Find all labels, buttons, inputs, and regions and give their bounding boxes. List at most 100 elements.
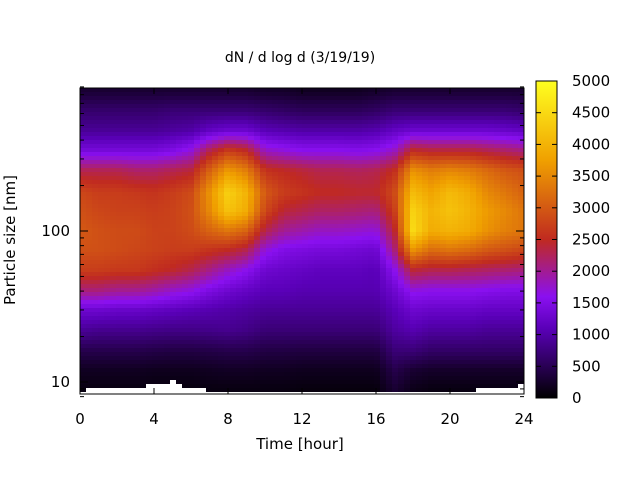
- heatmap-cell: [392, 180, 399, 185]
- heatmap-cell: [308, 172, 315, 177]
- heatmap-cell: [236, 356, 243, 361]
- heatmap-cell: [356, 220, 363, 225]
- heatmap-cell: [392, 248, 399, 253]
- heatmap-cell: [182, 384, 189, 389]
- heatmap-cell: [200, 196, 207, 201]
- heatmap-cell: [254, 216, 261, 221]
- heatmap-cell: [158, 272, 165, 277]
- heatmap-cell: [290, 292, 297, 297]
- heatmap-cell: [116, 308, 123, 313]
- heatmap-cell: [398, 192, 405, 197]
- heatmap-cell: [398, 144, 405, 149]
- heatmap-cell: [410, 220, 417, 225]
- heatmap-cell: [296, 304, 303, 309]
- heatmap-cell: [398, 244, 405, 249]
- heatmap-cell: [194, 92, 201, 97]
- heatmap-cell: [248, 352, 255, 357]
- heatmap-cell: [128, 184, 135, 189]
- heatmap-cell: [308, 240, 315, 245]
- heatmap-cell: [80, 288, 87, 293]
- heatmap-cell: [452, 188, 459, 193]
- heatmap-cell: [170, 368, 177, 373]
- heatmap-cell: [92, 184, 99, 189]
- heatmap-cell: [230, 376, 237, 381]
- heatmap-cell: [368, 296, 375, 301]
- heatmap-cell: [206, 104, 213, 109]
- heatmap-cell: [410, 116, 417, 121]
- heatmap-cell: [290, 364, 297, 369]
- heatmap-cell: [260, 348, 267, 353]
- heatmap-cell: [344, 192, 351, 197]
- heatmap-cell: [338, 120, 345, 125]
- heatmap-cell: [158, 144, 165, 149]
- heatmap-cell: [290, 140, 297, 145]
- heatmap-cell: [416, 276, 423, 281]
- heatmap-cell: [338, 352, 345, 357]
- heatmap-cell: [374, 300, 381, 305]
- heatmap-cell: [122, 152, 129, 157]
- heatmap-cell: [386, 292, 393, 297]
- heatmap-cell: [254, 340, 261, 345]
- heatmap-cell: [410, 188, 417, 193]
- heatmap-cell: [80, 96, 87, 101]
- heatmap-cell: [362, 328, 369, 333]
- heatmap-cell: [242, 224, 249, 229]
- heatmap-cell: [98, 268, 105, 273]
- heatmap-cell: [224, 212, 231, 217]
- heatmap-cell: [230, 292, 237, 297]
- heatmap-cell: [308, 200, 315, 205]
- heatmap-cell: [332, 104, 339, 109]
- heatmap-cell: [242, 88, 249, 93]
- heatmap-cell: [254, 168, 261, 173]
- heatmap-cell: [266, 108, 273, 113]
- heatmap-cell: [152, 240, 159, 245]
- heatmap-cell: [224, 348, 231, 353]
- heatmap-cell: [308, 152, 315, 157]
- heatmap-cell: [386, 104, 393, 109]
- heatmap-cell: [182, 388, 189, 393]
- heatmap-cell: [110, 156, 117, 161]
- heatmap-cell: [164, 188, 171, 193]
- heatmap-cell: [212, 292, 219, 297]
- heatmap-cell: [284, 136, 291, 141]
- heatmap-cell: [368, 236, 375, 241]
- heatmap-cell: [284, 268, 291, 273]
- heatmap-cell: [362, 144, 369, 149]
- heatmap-cell: [380, 376, 387, 381]
- heatmap-cell: [446, 160, 453, 165]
- heatmap-cell: [386, 344, 393, 349]
- heatmap-cell: [188, 392, 195, 394]
- heatmap-cell: [176, 360, 183, 365]
- heatmap-cell: [290, 276, 297, 281]
- heatmap-cell: [314, 392, 321, 394]
- heatmap-cell: [350, 132, 357, 137]
- heatmap-cell: [242, 312, 249, 317]
- heatmap-cell: [170, 156, 177, 161]
- heatmap-cell: [206, 344, 213, 349]
- heatmap-cell: [404, 120, 411, 125]
- heatmap-cell: [248, 192, 255, 197]
- heatmap-cell: [416, 324, 423, 329]
- heatmap-cell: [410, 372, 417, 377]
- heatmap-cell: [374, 252, 381, 257]
- heatmap-cell: [332, 300, 339, 305]
- heatmap-cell: [398, 260, 405, 265]
- heatmap-cell: [176, 268, 183, 273]
- heatmap-cell: [326, 144, 333, 149]
- heatmap-cell: [446, 220, 453, 225]
- heatmap-cell: [86, 236, 93, 241]
- heatmap-cell: [320, 296, 327, 301]
- heatmap-cell: [410, 88, 417, 93]
- heatmap-cell: [104, 152, 111, 157]
- heatmap-cell: [314, 96, 321, 101]
- heatmap-cell: [380, 204, 387, 209]
- heatmap-cell: [464, 284, 471, 289]
- heatmap-cell: [164, 288, 171, 293]
- heatmap-cell: [260, 324, 267, 329]
- heatmap-cell: [134, 236, 141, 241]
- heatmap-cell: [350, 384, 357, 389]
- heatmap-cell: [308, 164, 315, 169]
- heatmap-cell: [428, 260, 435, 265]
- heatmap-cell: [362, 300, 369, 305]
- heatmap-cell: [266, 120, 273, 125]
